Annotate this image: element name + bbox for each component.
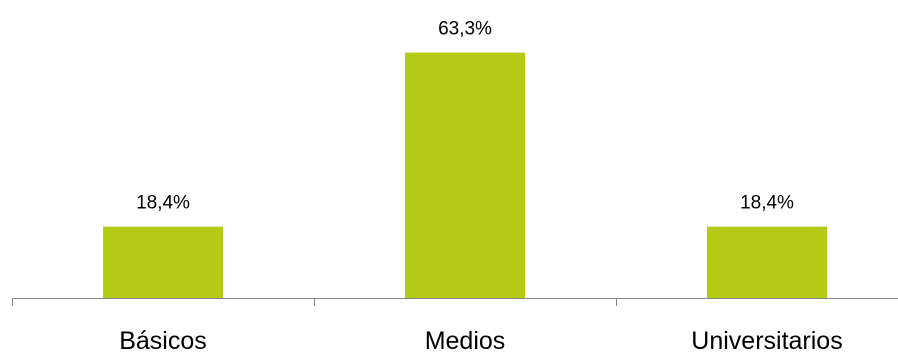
x-axis-category-label: Medios <box>425 327 506 355</box>
bar-universitarios <box>707 226 827 298</box>
bar-basicos <box>103 226 223 298</box>
bar-series <box>103 52 827 298</box>
bar-medios <box>405 52 525 298</box>
bar-value-label: 18,4% <box>740 193 794 214</box>
bar-value-label: 63,3% <box>438 19 492 40</box>
x-axis-category-label: Universitarios <box>691 327 842 355</box>
data-labels: 18,4% 63,3% 18,4% <box>136 19 794 214</box>
bar-value-label: 18,4% <box>136 193 190 214</box>
x-axis-category-label: Básicos <box>119 327 207 355</box>
x-axis-tick-labels: Básicos Medios Universitarios <box>119 327 842 355</box>
x-axis-ticks <box>12 298 617 306</box>
